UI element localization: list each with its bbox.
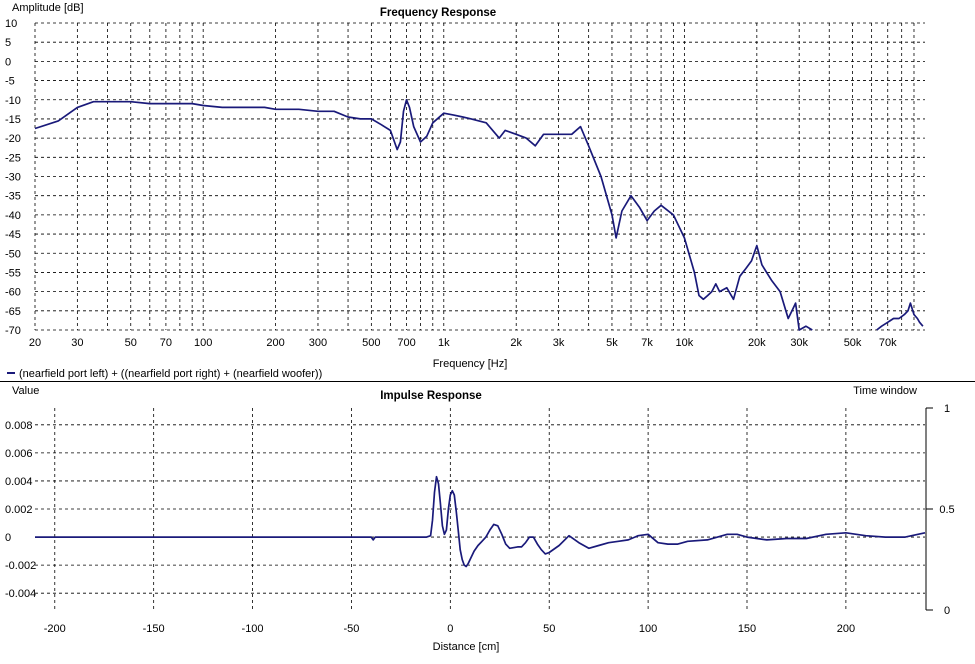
impulse-x-tick-label: 100: [639, 623, 657, 635]
frequency-y-tick-label: 0: [5, 56, 11, 68]
impulse-x-tick-label: -150: [143, 623, 165, 635]
impulse-x-tick-label: -50: [343, 623, 359, 635]
frequency-x-tick-label: 3k: [553, 337, 565, 349]
frequency-response-line-0: [34, 98, 813, 331]
frequency-y-tick-label: -45: [5, 229, 21, 241]
impulse-response-line-0: [35, 475, 926, 568]
frequency-x-tick-label: 500: [362, 337, 380, 349]
impulse-chart-title: Impulse Response: [380, 390, 482, 402]
impulse-y-tick-label: 0.004: [5, 476, 33, 488]
frequency-x-tick-label: 20: [29, 337, 41, 349]
frequency-x-tick-label: 30: [71, 337, 83, 349]
frequency-chart-x-axis-label: Frequency [Hz]: [433, 358, 508, 370]
legend-entry[interactable]: (nearfield port left) + ((nearfield port…: [19, 368, 322, 380]
impulse-y-tick-label: -0.004: [5, 588, 36, 600]
impulse-x-tick-label: 0: [447, 623, 453, 635]
frequency-x-tick-label: 200: [266, 337, 284, 349]
impulse-x-tick-label: 200: [837, 623, 855, 635]
frequency-y-tick-label: 5: [5, 37, 11, 49]
impulse-chart-y-axis-label: Value: [12, 385, 39, 397]
frequency-y-tick-label: -55: [5, 267, 21, 279]
impulse-y-tick-label: 0.008: [5, 420, 33, 432]
frequency-x-tick-label: 1k: [438, 337, 450, 349]
frequency-response-line-1: [876, 302, 924, 331]
frequency-x-tick-label: 5k: [606, 337, 618, 349]
frequency-chart-title: Frequency Response: [380, 7, 496, 19]
frequency-y-tick-label: -65: [5, 306, 21, 318]
frequency-y-tick-label: -50: [5, 248, 21, 260]
frequency-x-tick-label: 30k: [790, 337, 808, 349]
frequency-x-tick-label: 70k: [879, 337, 897, 349]
impulse-x-tick-label: -100: [242, 623, 264, 635]
impulse-x-tick-label: 50: [543, 623, 555, 635]
frequency-x-tick-label: 2k: [510, 337, 522, 349]
impulse-y-tick-label: 0.002: [5, 504, 33, 516]
frequency-x-tick-label: 20k: [748, 337, 766, 349]
impulse-y-tick-label: 0.006: [5, 448, 33, 460]
frequency-y-tick-label: -10: [5, 95, 21, 107]
impulse-chart-x-axis-label: Distance [cm]: [433, 641, 500, 653]
frequency-y-tick-label: -70: [5, 325, 21, 337]
frequency-x-tick-label: 100: [194, 337, 212, 349]
frequency-y-tick-label: -25: [5, 152, 21, 164]
impulse-chart-time-window-label: Time window: [853, 385, 917, 397]
frequency-y-tick-label: -40: [5, 210, 21, 222]
impulse-x-tick-label: -200: [44, 623, 66, 635]
frequency-x-tick-label: 50k: [844, 337, 862, 349]
frequency-y-tick-label: 10: [5, 18, 17, 30]
frequency-y-tick-label: -60: [5, 287, 21, 299]
frequency-y-tick-label: -15: [5, 114, 21, 126]
impulse-y-tick-label: 0: [5, 532, 11, 544]
frequency-y-tick-label: -5: [5, 76, 15, 88]
frequency-x-tick-label: 50: [125, 337, 137, 349]
frequency-x-tick-label: 7k: [641, 337, 653, 349]
frequency-x-tick-label: 70: [160, 337, 172, 349]
frequency-chart-plot: 20 30 50 70 100 200 300 500 700 1k 2k 3k 5k 7k 10k 20k 3…: [5, 18, 925, 349]
frequency-y-tick-label: -35: [5, 191, 21, 203]
impulse-x-tick-label: 150: [738, 623, 756, 635]
impulse-y-tick-label: -0.002: [5, 560, 36, 572]
frequency-x-tick-label: 700: [397, 337, 415, 349]
frequency-chart-y-axis-label: Amplitude [dB]: [12, 2, 84, 14]
frequency-x-tick-label: 10k: [676, 337, 694, 349]
time-window-tick-label: 0: [944, 605, 950, 617]
frequency-y-tick-label: -20: [5, 133, 21, 145]
frequency-x-tick-label: 300: [309, 337, 327, 349]
time-window-tick-label: 1: [944, 403, 950, 415]
frequency-y-tick-label: -30: [5, 172, 21, 184]
impulse-chart-plot: -200 -150 -100 -50 0 50 100 150 2000.0080.0060.0…: [5, 403, 955, 635]
time-window-tick-label: 0.5: [939, 504, 954, 516]
